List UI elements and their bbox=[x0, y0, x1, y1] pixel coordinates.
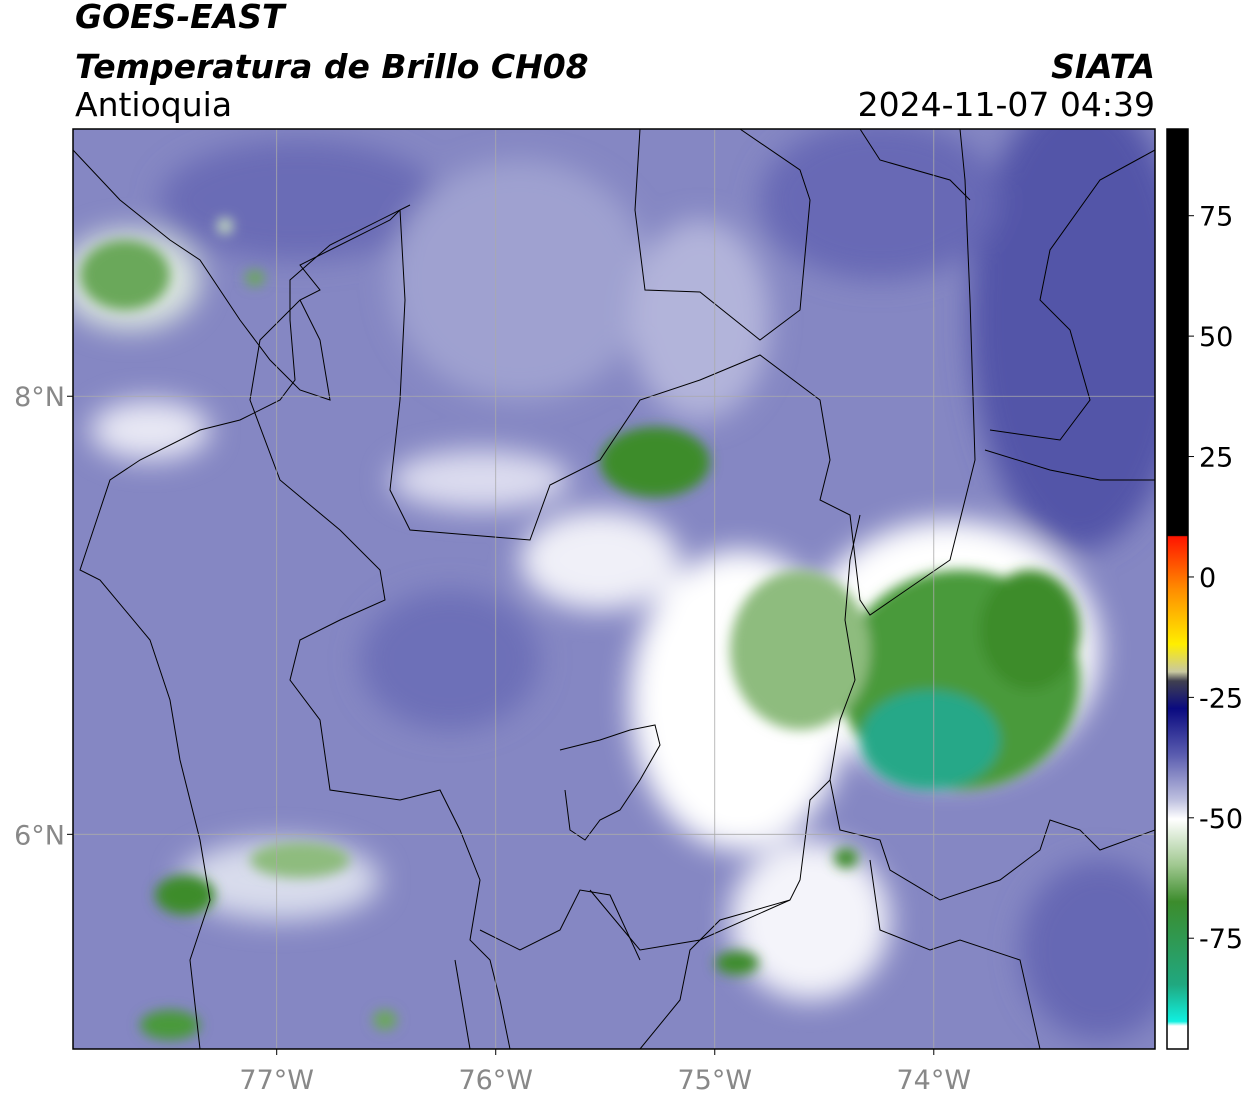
lon-tick-label: 75°W bbox=[677, 1065, 752, 1096]
lat-tick-label: 6°N bbox=[14, 820, 65, 851]
satellite-image bbox=[73, 129, 1155, 1049]
lat-tick-label: 8°N bbox=[14, 382, 65, 413]
lon-tick-label: 77°W bbox=[239, 1065, 314, 1096]
colorbar bbox=[1166, 128, 1189, 1050]
subtitle: Temperatura de Brillo CH08 bbox=[75, 47, 589, 86]
title: GOES-EAST bbox=[75, 0, 287, 36]
region: Antioquia bbox=[75, 85, 232, 124]
colorbar-tick-label: 50 bbox=[1199, 322, 1233, 353]
source: SIATA bbox=[1051, 47, 1155, 86]
colorbar-tick-label: 0 bbox=[1199, 563, 1216, 594]
colorbar-tick-label: -25 bbox=[1199, 683, 1243, 714]
datetime: 2024-11-07 04:39 bbox=[858, 85, 1155, 124]
colorbar-tick-label: 75 bbox=[1199, 202, 1233, 233]
graticule bbox=[73, 129, 1155, 1049]
borders bbox=[73, 129, 1155, 1049]
colorbar-tick-label: -75 bbox=[1199, 924, 1243, 955]
map-frame bbox=[72, 128, 1156, 1050]
lon-tick-label: 76°W bbox=[458, 1065, 533, 1096]
colorbar-tick-label: -50 bbox=[1199, 804, 1243, 835]
colorbar-tick-label: 25 bbox=[1199, 443, 1233, 474]
lon-tick-label: 74°W bbox=[897, 1065, 972, 1096]
